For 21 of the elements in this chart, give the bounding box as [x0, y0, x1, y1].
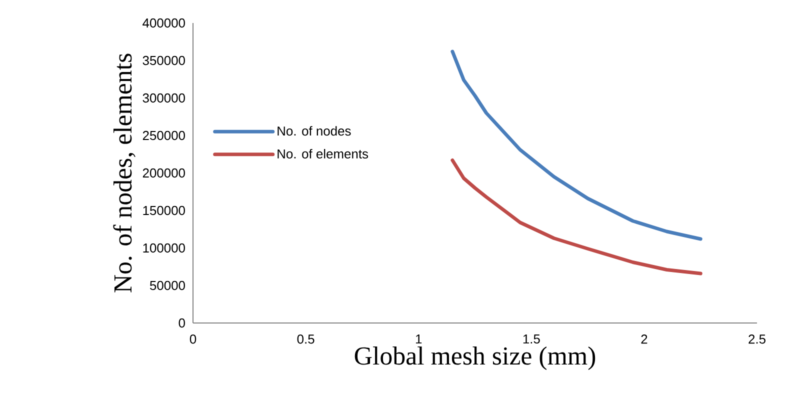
line-series: [450, 158, 702, 276]
y-tick-label: 0: [178, 318, 185, 328]
y-tick-label: 350000: [142, 56, 185, 66]
y-tick-label: 150000: [143, 206, 185, 216]
x-tick-label: 1.5: [523, 334, 540, 344]
x-tick-label: 0.5: [297, 334, 314, 344]
y-axis-title: No. of nodes, elements: [113, 54, 136, 292]
legend-label: No. of elements: [278, 148, 368, 158]
y-tick-label: 400000: [142, 18, 185, 28]
x-tick-label: 0: [190, 334, 196, 344]
legend-label: No. of nodes: [278, 126, 351, 136]
y-tick-label: 300000: [142, 93, 185, 103]
x-tick-label: 2.5: [748, 334, 766, 344]
y-tick-label: 50000: [150, 280, 185, 290]
y-tick-label: 200000: [142, 168, 185, 178]
line-series: [450, 50, 702, 241]
x-tick-label: 2: [641, 334, 648, 344]
y-tick-label: 100000: [143, 243, 185, 253]
x-tick-label: 1: [416, 334, 422, 344]
y-tick-label: 250000: [142, 130, 185, 140]
x-axis-title: Global mesh size (mm): [354, 346, 596, 370]
